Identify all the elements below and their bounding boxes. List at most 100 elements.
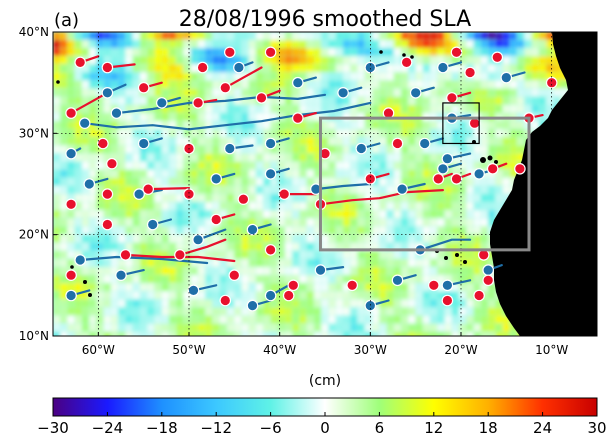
x-tick-label: 20°W [444,343,477,357]
cyclonic-eddy-marker [391,274,404,287]
cyclonic-eddy-marker [396,183,408,195]
anticyclonic-eddy-marker [441,294,454,307]
cyclonic-eddy-marker [437,61,449,74]
anticyclonic-eddy-marker [97,137,109,150]
cyclonic-eddy-marker [264,168,277,180]
canary-island [487,155,493,161]
africa-coast [490,32,597,336]
anticyclonic-eddy-marker [255,92,268,104]
cyclonic-eddy-marker [437,163,449,175]
anticyclonic-eddy-marker [65,198,77,211]
y-axis: 10°N 20°N 30°N 40°N [19,25,57,343]
map-area [53,32,597,336]
anticyclonic-eddy-marker [101,61,114,74]
cyclonic-eddy-marker [418,137,431,150]
y-tick-label: 10°N [19,329,49,343]
anticyclonic-track [69,91,109,115]
x-tick-label: 60°W [82,343,115,357]
anticyclonic-eddy-marker [119,249,132,261]
cyclonic-track [115,93,327,115]
anticyclonic-eddy-marker [210,213,222,226]
y-tick-label: 20°N [19,228,49,242]
colorbar-tick-label: 6 [375,419,385,437]
cyclonic-eddy-marker [137,137,150,150]
colorbar-unit: (cm) [309,373,341,389]
panel-label: (a) [54,10,79,31]
anticyclonic-eddy-marker [65,107,77,119]
anticyclonic-eddy-marker [142,183,154,195]
colorbar-tick-label: 30 [587,419,606,437]
canary-island [494,160,498,164]
colorbar-tick-label: −12 [200,419,232,437]
x-tick-label: 50°W [172,343,205,357]
anticyclonic-eddy-marker [219,294,232,307]
colorbar-tick-label: −24 [92,419,124,437]
land-areas [56,32,597,336]
anticyclonic-eddy-marker [446,92,458,104]
cyclonic-eddy-marker [110,107,123,119]
large-study-box [318,116,531,252]
cyclonic-track [314,182,372,191]
anticyclonic-eddy-marker [514,163,526,175]
map-frame [52,31,598,337]
small-study-box [442,102,480,145]
anticyclonic-eddy-marker [482,274,494,287]
x-tick-label: 40°W [263,343,296,357]
anticyclonic-eddy-marker [545,76,558,89]
cyclonic-eddy-marker [224,142,236,155]
anticyclonic-eddy-marker [491,51,504,64]
cape-verde-island [444,256,448,260]
azores-island [379,50,383,54]
colorbar: −30 −24 −18 −12 −6 0 6 12 18 24 30 [37,397,607,437]
anticyclonic-eddy-marker [74,56,86,69]
x-axis: 60°W 50°W 40°W 30°W 20°W 10°W [82,332,568,357]
cyclonic-track [79,255,209,265]
cyclonic-eddy-marker [246,299,259,312]
anticyclonic-eddy-marker [400,56,413,69]
cyclonic-eddy-marker [74,254,86,266]
anticyclonic-eddy-marker [224,46,236,59]
anticyclonic-eddy-marker [346,279,358,292]
anticyclonic-eddy-marker [486,163,499,175]
cyclonic-eddy-marker [65,147,77,160]
cyclonic-eddy-marker [264,137,277,150]
antilles-island [88,293,92,297]
cyclonic-eddy-marker [192,233,204,246]
azores-island [410,55,414,59]
anticyclonic-eddy-marker [364,173,377,185]
y-tick-label: 30°N [19,126,49,140]
cyclonic-eddy-marker [65,289,77,302]
anticyclonic-eddy-marker [106,157,118,170]
bermuda-island [56,80,60,84]
cyclonic-eddy-marker [291,76,304,89]
cyclonic-eddy-marker [187,284,200,297]
anticyclonic-track [147,187,191,191]
cyclonic-eddy-marker [78,117,91,129]
cyclonic-eddy-marker [441,279,454,292]
anticyclonic-eddy-marker [174,249,186,261]
cyclonic-eddy-marker [83,178,96,190]
antilles-island [70,265,74,269]
cyclonic-eddy-marker [364,61,377,74]
cyclonic-eddy-marker [156,97,168,109]
cyclonic-track [419,238,472,251]
antilles-island [83,280,87,284]
anticyclonic-eddy-marker [237,193,250,205]
anticyclonic-eddy-marker [219,81,232,94]
cyclonic-eddy-marker [337,87,349,99]
anticyclonic-eddy-marker [65,269,77,281]
anticyclonic-eddy-marker [464,66,476,79]
anticyclonic-eddy-marker [192,97,204,109]
cyclonic-track [83,101,372,131]
x-tick-label: 10°W [535,343,568,357]
cyclonic-eddy-marker [210,173,222,185]
cyclonic-eddy-marker [101,87,114,99]
anticyclonic-eddy-marker [101,188,114,200]
anticyclonic-eddy-marker [432,173,445,185]
cyclonic-eddy-marker [473,168,485,180]
colorbar-tick-label: −6 [260,419,282,437]
anticyclonic-eddy-marker [196,61,209,74]
anticyclonic-eddy-marker [282,289,295,302]
anticyclonic-eddy-marker [183,188,195,200]
anticyclonic-eddy-marker [278,188,290,200]
